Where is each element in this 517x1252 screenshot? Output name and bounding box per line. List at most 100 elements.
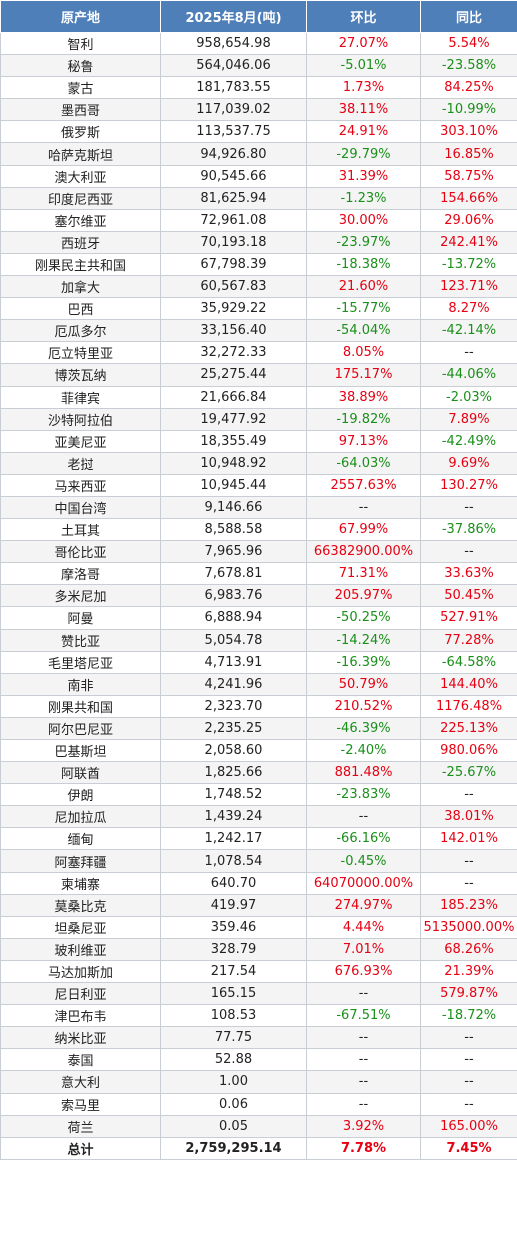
origin-cell: 尼日利亚: [0, 982, 161, 1006]
volume-cell: 5,054.78: [160, 628, 307, 652]
origin-cell: 泰国: [0, 1048, 161, 1072]
yoy-cell: --: [420, 783, 517, 807]
yoy-cell: -42.14%: [420, 319, 517, 343]
yoy-cell: 123.71%: [420, 275, 517, 299]
yoy-cell: 68.26%: [420, 937, 517, 961]
yoy-cell: 8.27%: [420, 297, 517, 321]
yoy-cell: 58.75%: [420, 164, 517, 188]
volume-cell: 10,945.44: [160, 473, 307, 497]
yoy-cell: 33.63%: [420, 562, 517, 586]
total-row: 总计 2,759,295.14 7.78% 7.45%: [0, 1136, 517, 1160]
table-row: 智利 958,654.98 27.07% 5.54%: [0, 31, 517, 56]
origin-cell: 土耳其: [0, 518, 161, 542]
mom-cell: --: [306, 495, 421, 520]
mom-cell: 27.07%: [306, 31, 421, 56]
table-row: 土耳其 8,588.58 67.99% -37.86%: [0, 518, 517, 542]
table-row: 加拿大 60,567.83 21.60% 123.71%: [0, 275, 517, 299]
yoy-cell: -2.03%: [420, 385, 517, 409]
volume-cell: 1,748.52: [160, 783, 307, 807]
table-row: 泰国 52.88 -- --: [0, 1048, 517, 1072]
table-row: 塞尔维亚 72,961.08 30.00% 29.06%: [0, 208, 517, 232]
volume-cell: 60,567.83: [160, 275, 307, 299]
volume-cell: 0.06: [160, 1092, 307, 1116]
table-row: 尼日利亚 165.15 -- 579.87%: [0, 982, 517, 1006]
origin-cell: 塞尔维亚: [0, 208, 161, 232]
mom-cell: 274.97%: [306, 893, 421, 917]
table-row: 西班牙 70,193.18 -23.97% 242.41%: [0, 230, 517, 254]
origin-cell: 厄立特里亚: [0, 341, 161, 365]
origin-cell: 尼加拉瓜: [0, 805, 161, 829]
mom-cell: 38.11%: [306, 98, 421, 122]
yoy-cell: --: [420, 1070, 517, 1094]
mom-cell: 30.00%: [306, 208, 421, 232]
table-row: 毛里塔尼亚 4,713.91 -16.39% -64.58%: [0, 650, 517, 674]
origin-cell: 马达加斯加: [0, 959, 161, 984]
volume-cell: 958,654.98: [160, 31, 307, 56]
origin-cell: 阿曼: [0, 606, 161, 630]
table-row: 赞比亚 5,054.78 -14.24% 77.28%: [0, 628, 517, 652]
mom-cell: -23.83%: [306, 783, 421, 807]
mom-cell: 67.99%: [306, 518, 421, 542]
origin-cell: 哈萨克斯坦: [0, 142, 161, 166]
mom-cell: 66382900.00%: [306, 540, 421, 564]
yoy-cell: -37.86%: [420, 518, 517, 542]
mom-cell: --: [306, 982, 421, 1006]
yoy-cell: --: [420, 849, 517, 873]
volume-cell: 419.97: [160, 893, 307, 917]
mom-cell: -64.03%: [306, 451, 421, 475]
table-row: 摩洛哥 7,678.81 71.31% 33.63%: [0, 562, 517, 586]
origin-cell: 毛里塔尼亚: [0, 650, 161, 674]
yoy-cell: 77.28%: [420, 628, 517, 652]
yoy-cell: 242.41%: [420, 230, 517, 254]
table-row: 阿塞拜疆 1,078.54 -0.45% --: [0, 849, 517, 873]
volume-cell: 67,798.39: [160, 252, 307, 277]
volume-cell: 7,965.96: [160, 540, 307, 564]
volume-cell: 18,355.49: [160, 429, 307, 453]
volume-cell: 32,272.33: [160, 341, 307, 365]
volume-cell: 108.53: [160, 1004, 307, 1028]
mom-cell: -54.04%: [306, 319, 421, 343]
volume-cell: 7,678.81: [160, 562, 307, 586]
origin-cell: 蒙古: [0, 76, 161, 100]
mom-cell: --: [306, 1092, 421, 1116]
table-row: 尼加拉瓜 1,439.24 -- 38.01%: [0, 805, 517, 829]
mom-cell: -5.01%: [306, 54, 421, 78]
origin-cell: 摩洛哥: [0, 562, 161, 586]
mom-cell: 50.79%: [306, 672, 421, 696]
yoy-cell: 5.54%: [420, 31, 517, 56]
volume-cell: 2,058.60: [160, 738, 307, 763]
mom-cell: 7.01%: [306, 937, 421, 961]
mom-cell: -15.77%: [306, 297, 421, 321]
mom-cell: --: [306, 805, 421, 829]
volume-cell: 70,193.18: [160, 230, 307, 254]
mom-cell: 64070000.00%: [306, 871, 421, 895]
table-row: 伊朗 1,748.52 -23.83% --: [0, 783, 517, 807]
yoy-cell: 142.01%: [420, 827, 517, 851]
table-row: 墨西哥 117,039.02 38.11% -10.99%: [0, 98, 517, 122]
origin-cell: 亚美尼亚: [0, 429, 161, 453]
mom-cell: -23.97%: [306, 230, 421, 254]
origin-cell: 缅甸: [0, 827, 161, 851]
mom-cell: 71.31%: [306, 562, 421, 586]
mom-cell: 4.44%: [306, 915, 421, 939]
origin-cell: 柬埔寨: [0, 871, 161, 895]
mom-cell: -14.24%: [306, 628, 421, 652]
yoy-cell: --: [420, 871, 517, 895]
table-row: 意大利 1.00 -- --: [0, 1070, 517, 1094]
volume-cell: 113,537.75: [160, 120, 307, 144]
volume-cell: 2,323.70: [160, 694, 307, 718]
yoy-cell: 154.66%: [420, 186, 517, 210]
yoy-cell: --: [420, 1026, 517, 1050]
origin-cell: 玻利维亚: [0, 937, 161, 961]
mom-cell: 210.52%: [306, 694, 421, 718]
volume-cell: 328.79: [160, 937, 307, 961]
total-label: 总计: [0, 1136, 161, 1160]
origin-cell: 多米尼加: [0, 584, 161, 608]
volume-cell: 90,545.66: [160, 164, 307, 188]
yoy-cell: 29.06%: [420, 208, 517, 232]
yoy-cell: -25.67%: [420, 761, 517, 785]
origin-cell: 刚果共和国: [0, 694, 161, 718]
yoy-cell: --: [420, 495, 517, 520]
mom-cell: --: [306, 1048, 421, 1072]
origin-cell: 伊朗: [0, 783, 161, 807]
